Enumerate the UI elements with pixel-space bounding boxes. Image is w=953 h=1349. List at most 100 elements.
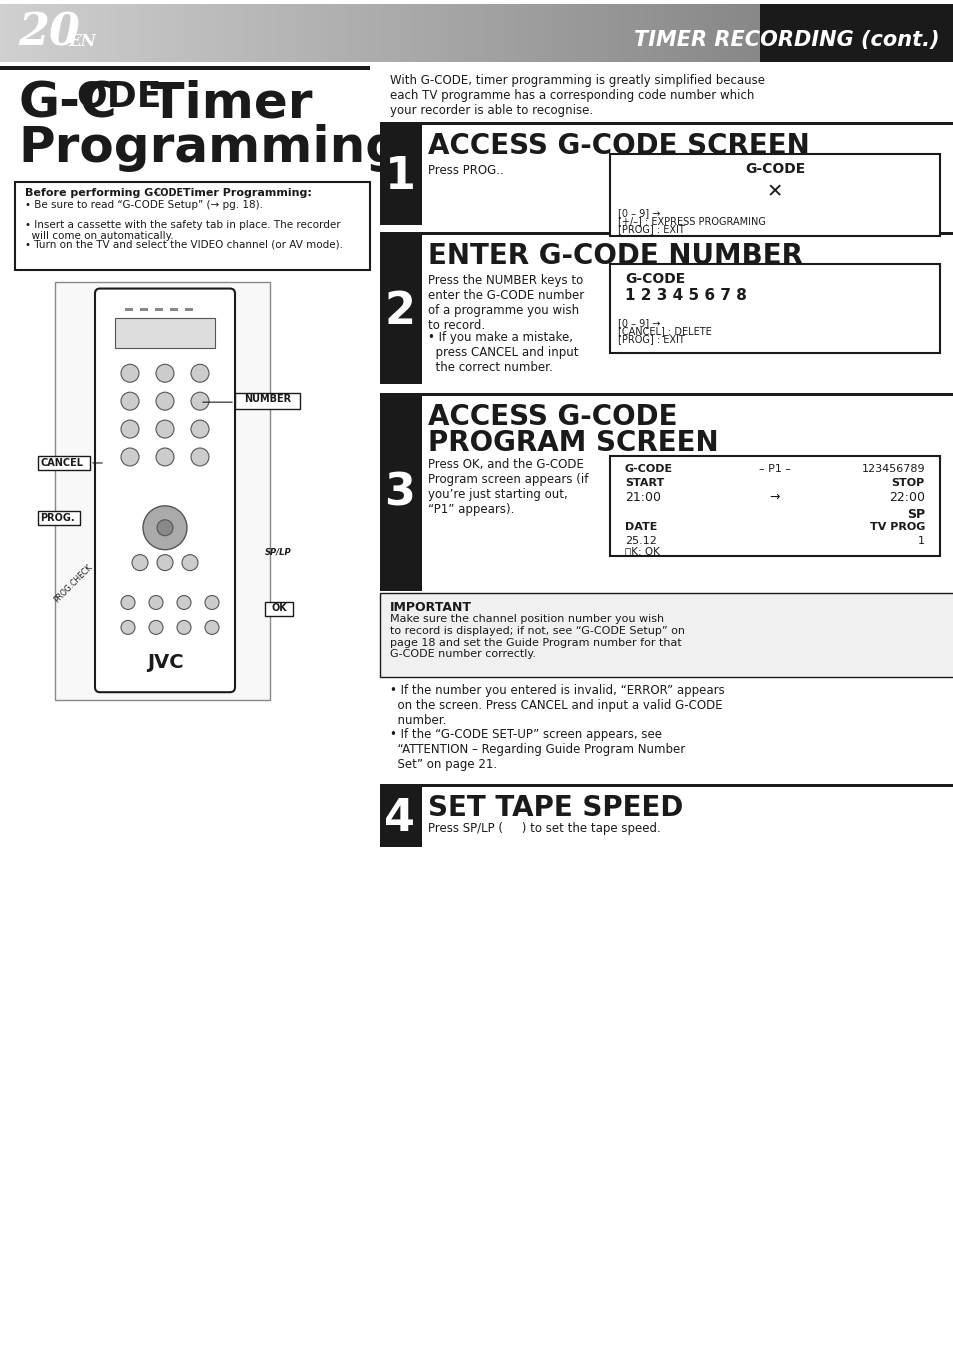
Text: [0 – 9] →: [0 – 9] → bbox=[618, 208, 672, 217]
Text: [PROG] : EXIT: [PROG] : EXIT bbox=[618, 335, 684, 344]
Bar bbox=[379, 235, 421, 384]
Circle shape bbox=[191, 364, 209, 382]
Bar bbox=[379, 397, 421, 591]
Text: • Be sure to read “G-CODE Setup” (→ pg. 18).: • Be sure to read “G-CODE Setup” (→ pg. … bbox=[25, 200, 263, 210]
Bar bbox=[234, 393, 299, 409]
Text: ENTER G-CODE NUMBER: ENTER G-CODE NUMBER bbox=[428, 241, 802, 270]
Text: SP/LP: SP/LP bbox=[265, 548, 292, 557]
Circle shape bbox=[121, 448, 139, 465]
Text: 1 2 3 4 5 6 7 8: 1 2 3 4 5 6 7 8 bbox=[624, 287, 746, 302]
Circle shape bbox=[121, 393, 139, 410]
Text: JVC: JVC bbox=[147, 653, 183, 672]
Bar bbox=[154, 309, 163, 312]
Text: • If you make a mistake,
  press CANCEL and input
  the correct number.: • If you make a mistake, press CANCEL an… bbox=[428, 332, 578, 375]
Bar bbox=[125, 309, 132, 312]
Text: 21:00: 21:00 bbox=[624, 491, 660, 505]
FancyBboxPatch shape bbox=[95, 289, 234, 692]
Circle shape bbox=[121, 420, 139, 438]
Text: – P1 –: – P1 – bbox=[759, 464, 790, 473]
Bar bbox=[379, 232, 953, 235]
Circle shape bbox=[121, 621, 135, 634]
Text: G-CODE: G-CODE bbox=[744, 162, 804, 175]
Circle shape bbox=[156, 420, 173, 438]
Text: START: START bbox=[624, 478, 663, 488]
Text: Timer Programming:: Timer Programming: bbox=[179, 188, 312, 198]
Text: SP: SP bbox=[906, 507, 924, 521]
Bar bbox=[379, 393, 953, 397]
Text: • If the “G-CODE SET-UP” screen appears, see
  “ATTENTION – Regarding Guide Prog: • If the “G-CODE SET-UP” screen appears,… bbox=[390, 728, 684, 772]
Bar bbox=[38, 511, 80, 525]
Circle shape bbox=[132, 554, 148, 571]
Bar bbox=[379, 125, 421, 225]
Text: 22:00: 22:00 bbox=[888, 491, 924, 505]
Circle shape bbox=[177, 595, 191, 610]
Text: EN: EN bbox=[68, 34, 95, 50]
Text: TV PROG: TV PROG bbox=[869, 522, 924, 532]
Text: Make sure the channel position number you wish
to record is displayed; if not, s: Make sure the channel position number yo… bbox=[390, 614, 684, 660]
Circle shape bbox=[191, 420, 209, 438]
Text: [CANCEL] : DELETE: [CANCEL] : DELETE bbox=[618, 326, 711, 336]
Text: Programming: Programming bbox=[18, 124, 400, 173]
Text: • If the number you entered is invalid, “ERROR” appears
  on the screen. Press C: • If the number you entered is invalid, … bbox=[390, 684, 724, 727]
Bar bbox=[379, 786, 421, 847]
Text: →: → bbox=[769, 491, 780, 505]
Text: 1: 1 bbox=[384, 155, 416, 198]
Circle shape bbox=[121, 595, 135, 610]
Text: NUMBER: NUMBER bbox=[244, 394, 292, 405]
Bar bbox=[15, 182, 370, 270]
Bar bbox=[0, 4, 760, 62]
Text: STOP: STOP bbox=[891, 478, 924, 488]
Text: 25.12: 25.12 bbox=[624, 536, 657, 546]
Text: G-C: G-C bbox=[18, 80, 116, 127]
Bar bbox=[38, 456, 90, 469]
Text: 123456789: 123456789 bbox=[861, 464, 924, 473]
Text: TIMER RECORDING (cont.): TIMER RECORDING (cont.) bbox=[634, 31, 939, 50]
Bar bbox=[55, 282, 270, 700]
Text: [PROG] : EXIT: [PROG] : EXIT bbox=[618, 224, 684, 233]
Circle shape bbox=[149, 595, 163, 610]
Text: ACCESS G-CODE: ACCESS G-CODE bbox=[428, 403, 677, 432]
Text: ✕: ✕ bbox=[766, 182, 782, 201]
Text: G-CODE: G-CODE bbox=[624, 464, 673, 473]
Text: ODE: ODE bbox=[76, 80, 161, 113]
Bar bbox=[609, 263, 939, 353]
Circle shape bbox=[157, 519, 172, 536]
Text: • Insert a cassette with the safety tab in place. The recorder
  will come on au: • Insert a cassette with the safety tab … bbox=[25, 220, 340, 241]
Bar bbox=[609, 456, 939, 556]
Text: 3: 3 bbox=[384, 471, 415, 514]
Text: DATE: DATE bbox=[624, 522, 657, 532]
Text: PROGRAM SCREEN: PROGRAM SCREEN bbox=[428, 429, 718, 457]
Text: 4: 4 bbox=[384, 797, 416, 840]
Circle shape bbox=[205, 621, 219, 634]
Text: • Turn on the TV and select the VIDEO channel (or AV mode).: • Turn on the TV and select the VIDEO ch… bbox=[25, 240, 343, 250]
Bar bbox=[115, 318, 214, 348]
Circle shape bbox=[143, 506, 187, 549]
Circle shape bbox=[156, 448, 173, 465]
Bar bbox=[170, 309, 178, 312]
Text: PROG.CHECK: PROG.CHECK bbox=[52, 563, 93, 604]
Text: SET TAPE SPEED: SET TAPE SPEED bbox=[428, 793, 682, 822]
Text: [0 – 9] →: [0 – 9] → bbox=[618, 318, 672, 328]
Text: Press the NUMBER keys to
enter the G-CODE number
of a programme you wish
to reco: Press the NUMBER keys to enter the G-COD… bbox=[428, 274, 583, 332]
Circle shape bbox=[121, 364, 139, 382]
Bar bbox=[379, 784, 953, 786]
Text: Press OK, and the G-CODE
Program screen appears (if
you’re just starting out,
“P: Press OK, and the G-CODE Program screen … bbox=[428, 457, 588, 515]
Circle shape bbox=[157, 554, 172, 571]
Text: CANCEL: CANCEL bbox=[40, 457, 83, 468]
Circle shape bbox=[149, 621, 163, 634]
Text: IMPORTANT: IMPORTANT bbox=[390, 600, 472, 614]
Text: CODE: CODE bbox=[153, 188, 184, 198]
Text: PROG.: PROG. bbox=[40, 513, 74, 523]
Text: 2: 2 bbox=[384, 290, 416, 333]
Text: With G-CODE, timer programming is greatly simplified because
each TV programme h: With G-CODE, timer programming is greatl… bbox=[390, 74, 764, 117]
Bar bbox=[609, 154, 939, 236]
Text: Press SP/LP (     ) to set the tape speed.: Press SP/LP ( ) to set the tape speed. bbox=[428, 822, 660, 835]
Text: Press PROG..: Press PROG.. bbox=[428, 165, 503, 177]
Text: 1: 1 bbox=[917, 536, 924, 546]
Text: ⓄK: OK: ⓄK: OK bbox=[624, 546, 659, 556]
Bar bbox=[265, 603, 293, 616]
Circle shape bbox=[205, 595, 219, 610]
Circle shape bbox=[156, 393, 173, 410]
Bar bbox=[0, 66, 370, 70]
Text: Before performing G-: Before performing G- bbox=[25, 188, 158, 198]
